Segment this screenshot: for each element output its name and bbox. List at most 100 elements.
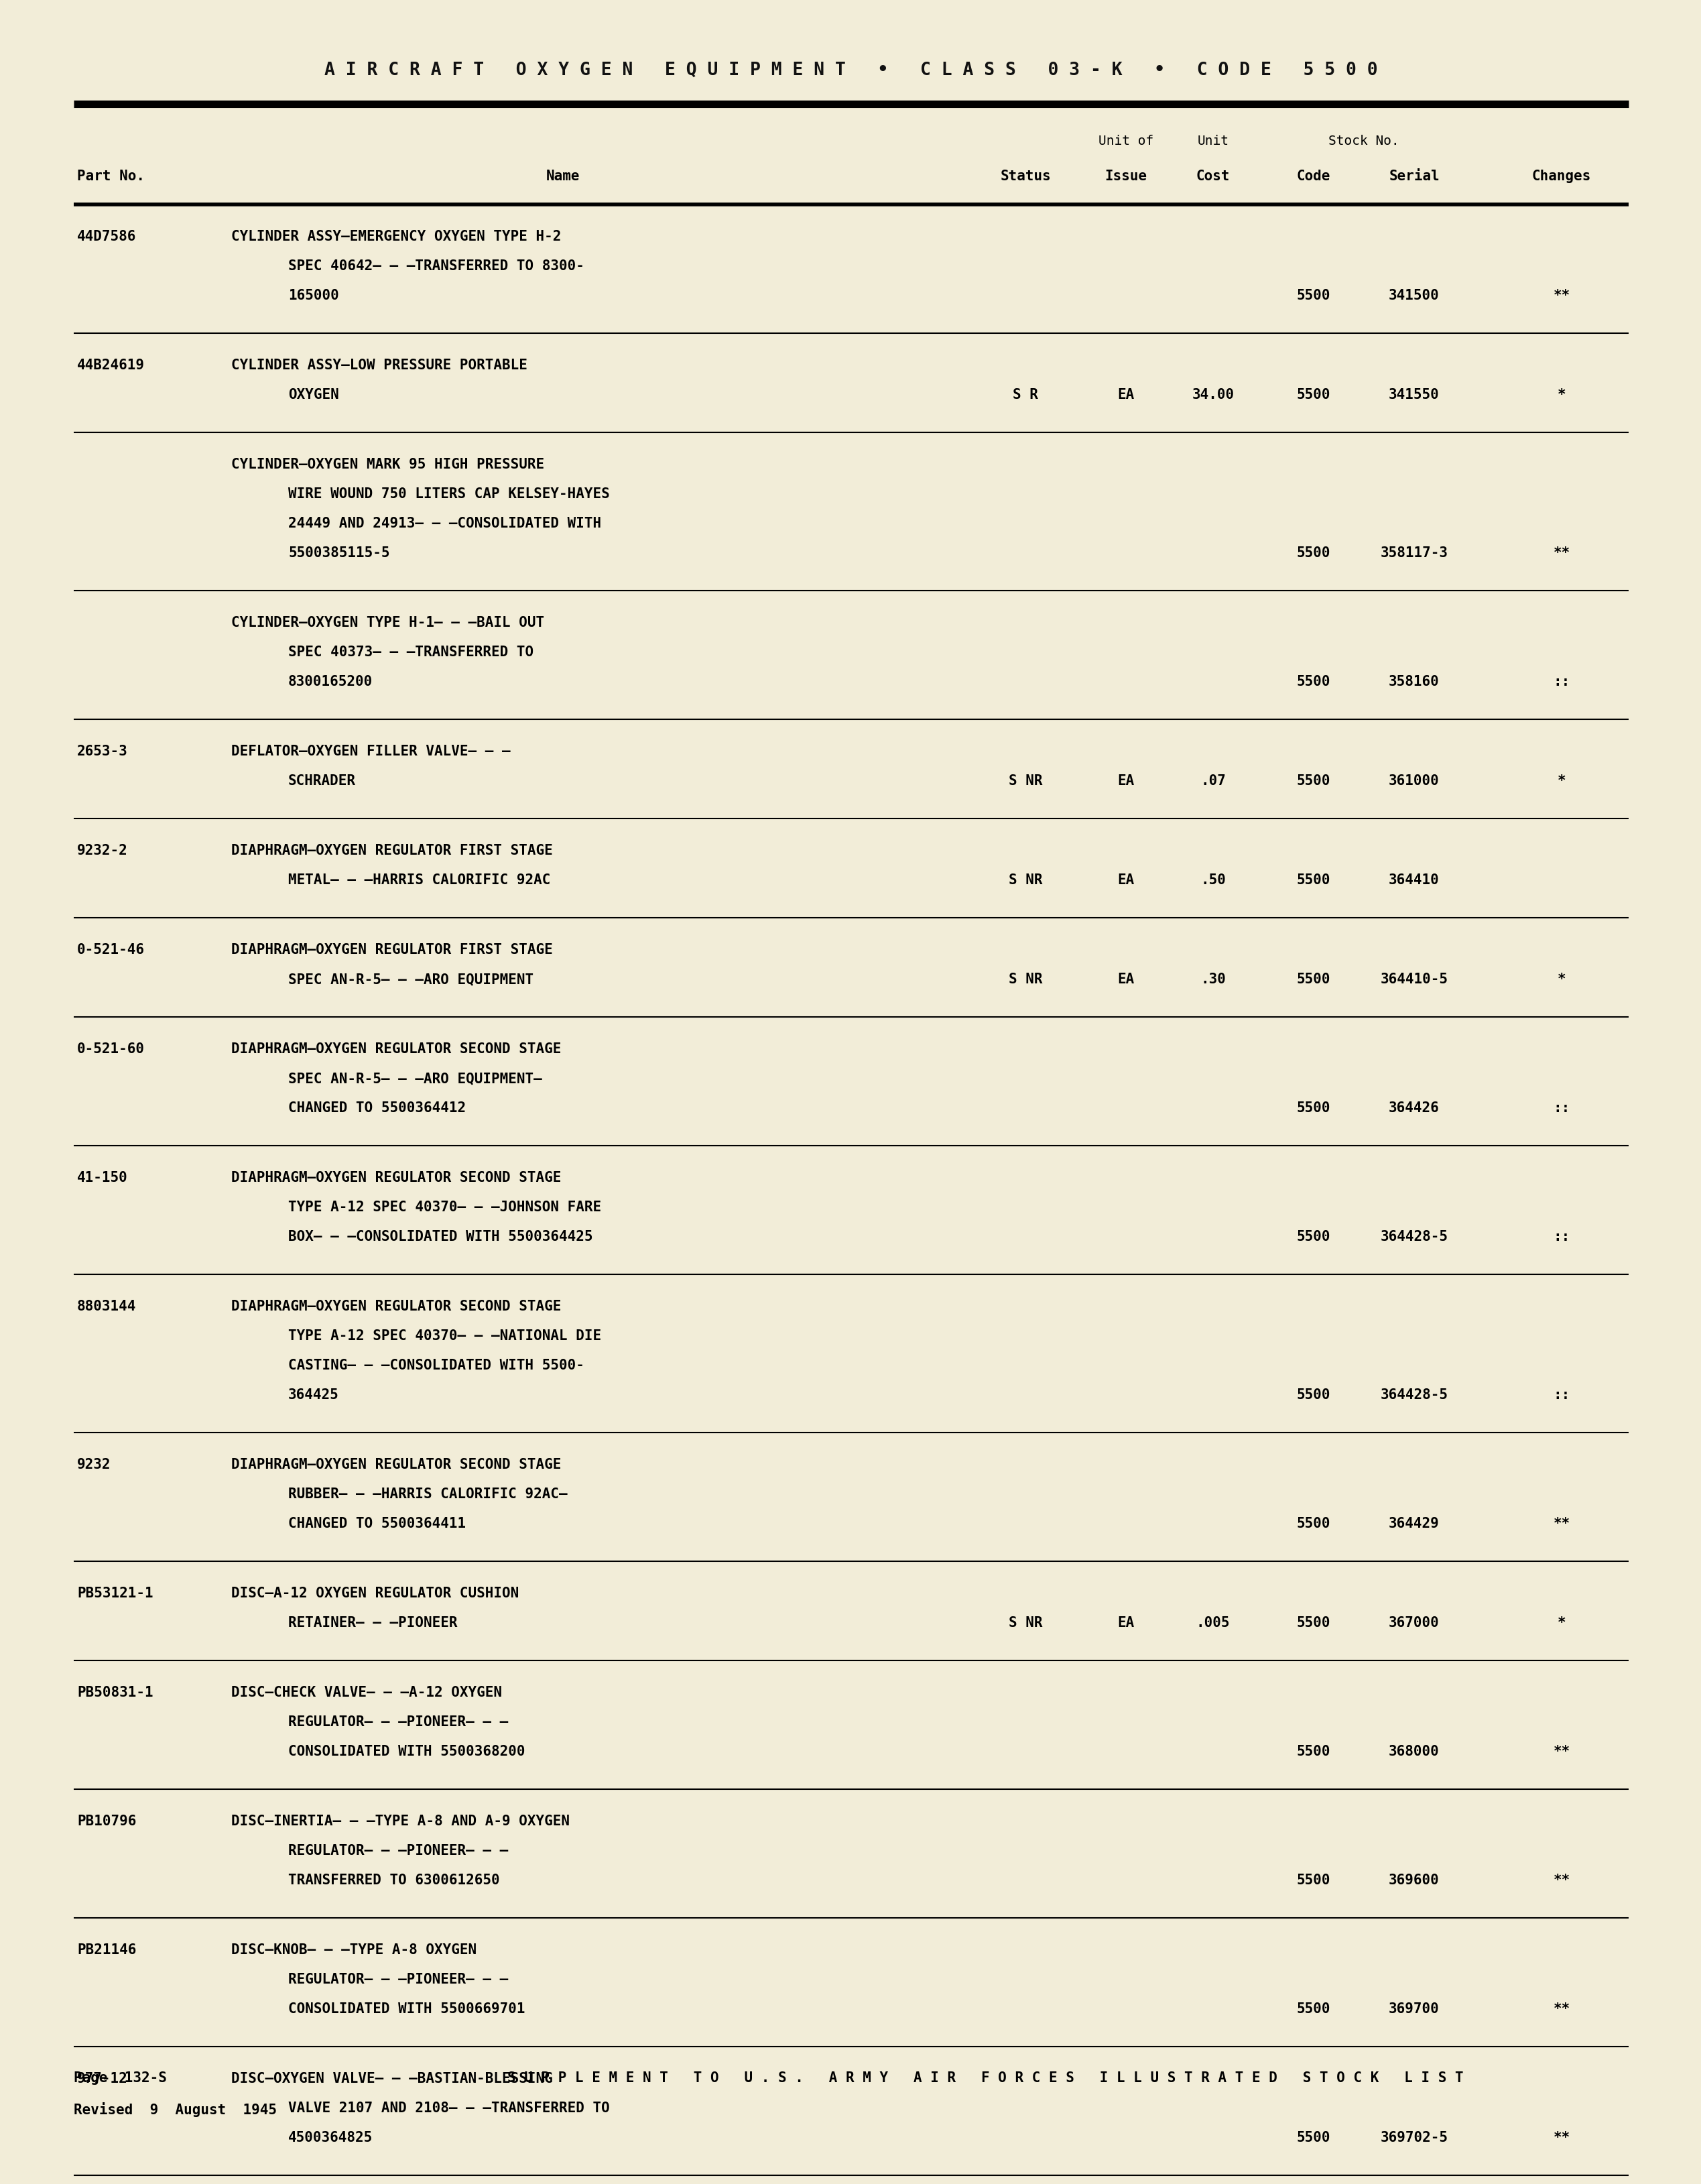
Text: Issue: Issue [1106,170,1146,183]
Text: CYLINDER—OXYGEN MARK 95 HIGH PRESSURE: CYLINDER—OXYGEN MARK 95 HIGH PRESSURE [231,459,544,472]
Text: 369700: 369700 [1388,2003,1439,2016]
Text: 5500: 5500 [1296,288,1330,301]
Text: 4500364825: 4500364825 [287,2132,373,2145]
Text: PB53121-1: PB53121-1 [77,1588,153,1601]
Text: S R: S R [1012,389,1038,402]
Text: 5500: 5500 [1296,546,1330,559]
Text: 9232: 9232 [77,1459,111,1472]
Text: **: ** [1553,2003,1570,2016]
Text: SPEC 40373— — —TRANSFERRED TO: SPEC 40373— — —TRANSFERRED TO [287,646,534,660]
Text: **: ** [1553,1874,1570,1887]
Text: REGULATOR— — —PIONEER— — —: REGULATOR— — —PIONEER— — — [287,1843,509,1859]
Text: ::: :: [1553,1101,1570,1114]
Text: BOX— — —CONSOLIDATED WITH 5500364425: BOX— — —CONSOLIDATED WITH 5500364425 [287,1230,594,1243]
Text: SPEC AN-R-5— — —ARO EQUIPMENT—: SPEC AN-R-5— — —ARO EQUIPMENT— [287,1072,543,1085]
Text: 368000: 368000 [1388,1745,1439,1758]
Text: 369600: 369600 [1388,1874,1439,1887]
Text: 5500: 5500 [1296,2003,1330,2016]
Text: ::: :: [1553,1389,1570,1402]
Text: 364410: 364410 [1388,874,1439,887]
Text: DIAPHRAGM—OXYGEN REGULATOR SECOND STAGE: DIAPHRAGM—OXYGEN REGULATOR SECOND STAGE [231,1042,561,1055]
Text: 8300165200: 8300165200 [287,675,373,688]
Text: S NR: S NR [1009,972,1043,987]
Text: RUBBER— — —HARRIS CALORIFIC 92AC—: RUBBER— — —HARRIS CALORIFIC 92AC— [287,1487,568,1500]
Text: 361000: 361000 [1388,775,1439,788]
Text: CYLINDER—OXYGEN TYPE H-1— — —BAIL OUT: CYLINDER—OXYGEN TYPE H-1— — —BAIL OUT [231,616,544,629]
Text: 0-521-60: 0-521-60 [77,1042,145,1055]
Text: *: * [1558,1616,1567,1629]
Text: 24449 AND 24913— — —CONSOLIDATED WITH: 24449 AND 24913— — —CONSOLIDATED WITH [287,518,600,531]
Text: TRANSFERRED TO 6300612650: TRANSFERRED TO 6300612650 [287,1874,500,1887]
Text: Unit of: Unit of [1099,135,1153,146]
Text: 364410-5: 364410-5 [1380,972,1448,987]
Text: ::: :: [1553,675,1570,688]
Text: TYPE A-12 SPEC 40370— — —JOHNSON FARE: TYPE A-12 SPEC 40370— — —JOHNSON FARE [287,1201,600,1214]
Text: CHANGED TO 5500364412: CHANGED TO 5500364412 [287,1101,466,1114]
Text: RETAINER— — —PIONEER: RETAINER— — —PIONEER [287,1616,458,1629]
Text: 5500: 5500 [1296,1101,1330,1114]
Text: CONSOLIDATED WITH 5500669701: CONSOLIDATED WITH 5500669701 [287,2003,526,2016]
Text: 5500: 5500 [1296,775,1330,788]
Text: METAL— — —HARRIS CALORIFIC 92AC: METAL— — —HARRIS CALORIFIC 92AC [287,874,551,887]
Text: DIAPHRAGM—OXYGEN REGULATOR SECOND STAGE: DIAPHRAGM—OXYGEN REGULATOR SECOND STAGE [231,1299,561,1313]
Text: CONSOLIDATED WITH 5500368200: CONSOLIDATED WITH 5500368200 [287,1745,526,1758]
Text: PB10796: PB10796 [77,1815,136,1828]
Text: CYLINDER ASSY—LOW PRESSURE PORTABLE: CYLINDER ASSY—LOW PRESSURE PORTABLE [231,358,527,371]
Text: *: * [1558,972,1567,987]
Text: 364425: 364425 [287,1389,338,1402]
Text: 5500: 5500 [1296,1389,1330,1402]
Text: .005: .005 [1196,1616,1230,1629]
Text: SPEC AN-R-5— — —ARO EQUIPMENT: SPEC AN-R-5— — —ARO EQUIPMENT [287,972,534,987]
Text: DISC—KNOB— — —TYPE A-8 OXYGEN: DISC—KNOB— — —TYPE A-8 OXYGEN [231,1944,476,1957]
Text: *: * [1558,389,1567,402]
Text: ::: :: [1553,1230,1570,1243]
Text: DISC—OXYGEN VALVE— — —BASTIAN-BLESSING: DISC—OXYGEN VALVE— — —BASTIAN-BLESSING [231,2073,553,2086]
Text: S NR: S NR [1009,874,1043,887]
Text: Cost: Cost [1196,170,1230,183]
Text: **: ** [1553,546,1570,559]
Text: DISC—A-12 OXYGEN REGULATOR CUSHION: DISC—A-12 OXYGEN REGULATOR CUSHION [231,1588,519,1601]
Text: DIAPHRAGM—OXYGEN REGULATOR FIRST STAGE: DIAPHRAGM—OXYGEN REGULATOR FIRST STAGE [231,843,553,858]
Text: Changes: Changes [1533,170,1590,183]
Text: 5500: 5500 [1296,1874,1330,1887]
Text: 358117-3: 358117-3 [1380,546,1448,559]
Text: 977-12: 977-12 [77,2073,128,2086]
Text: EA: EA [1118,874,1135,887]
Text: 5500: 5500 [1296,1745,1330,1758]
Text: SPEC 40642— — —TRANSFERRED TO 8300-: SPEC 40642— — —TRANSFERRED TO 8300- [287,260,585,273]
Text: **: ** [1553,1745,1570,1758]
Text: Part No.: Part No. [77,170,145,183]
Text: 364426: 364426 [1388,1101,1439,1114]
Text: A I R C R A F T   O X Y G E N   E Q U I P M E N T   •   C L A S S   0 3 - K   • : A I R C R A F T O X Y G E N E Q U I P M … [325,61,1378,79]
Text: 367000: 367000 [1388,1616,1439,1629]
Text: VALVE 2107 AND 2108— — —TRANSFERRED TO: VALVE 2107 AND 2108— — —TRANSFERRED TO [287,2101,609,2114]
Text: DEFLATOR—OXYGEN FILLER VALVE— — —: DEFLATOR—OXYGEN FILLER VALVE— — — [231,745,510,758]
Text: REGULATOR— — —PIONEER— — —: REGULATOR— — —PIONEER— — — [287,1714,509,1730]
Text: .30: .30 [1201,972,1226,987]
Text: Status: Status [1000,170,1051,183]
Text: 341500: 341500 [1388,288,1439,301]
Text: TYPE A-12 SPEC 40370— — —NATIONAL DIE: TYPE A-12 SPEC 40370— — —NATIONAL DIE [287,1330,600,1343]
Text: CYLINDER ASSY—EMERGENCY OXYGEN TYPE H-2: CYLINDER ASSY—EMERGENCY OXYGEN TYPE H-2 [231,229,561,242]
Text: 341550: 341550 [1388,389,1439,402]
Text: OXYGEN: OXYGEN [287,389,338,402]
Text: 0-521-46: 0-521-46 [77,943,145,957]
Text: CASTING— — —CONSOLIDATED WITH 5500-: CASTING— — —CONSOLIDATED WITH 5500- [287,1358,585,1372]
Text: Name: Name [546,170,580,183]
Text: Code: Code [1296,170,1330,183]
Text: DIAPHRAGM—OXYGEN REGULATOR SECOND STAGE: DIAPHRAGM—OXYGEN REGULATOR SECOND STAGE [231,1459,561,1472]
Text: 5500: 5500 [1296,1616,1330,1629]
Text: DISC—CHECK VALVE— — —A-12 OXYGEN: DISC—CHECK VALVE— — —A-12 OXYGEN [231,1686,502,1699]
Text: 165000: 165000 [287,288,338,301]
Text: SCHRADER: SCHRADER [287,775,356,788]
Text: DIAPHRAGM—OXYGEN REGULATOR FIRST STAGE: DIAPHRAGM—OXYGEN REGULATOR FIRST STAGE [231,943,553,957]
Text: DIAPHRAGM—OXYGEN REGULATOR SECOND STAGE: DIAPHRAGM—OXYGEN REGULATOR SECOND STAGE [231,1171,561,1184]
Text: EA: EA [1118,775,1135,788]
Text: 364428-5: 364428-5 [1380,1230,1448,1243]
Text: 5500: 5500 [1296,2132,1330,2145]
Text: Page  132-S: Page 132-S [73,2070,167,2086]
Text: **: ** [1553,2132,1570,2145]
Text: 5500: 5500 [1296,1518,1330,1531]
Text: 44B24619: 44B24619 [77,358,145,371]
Text: 2653-3: 2653-3 [77,745,128,758]
